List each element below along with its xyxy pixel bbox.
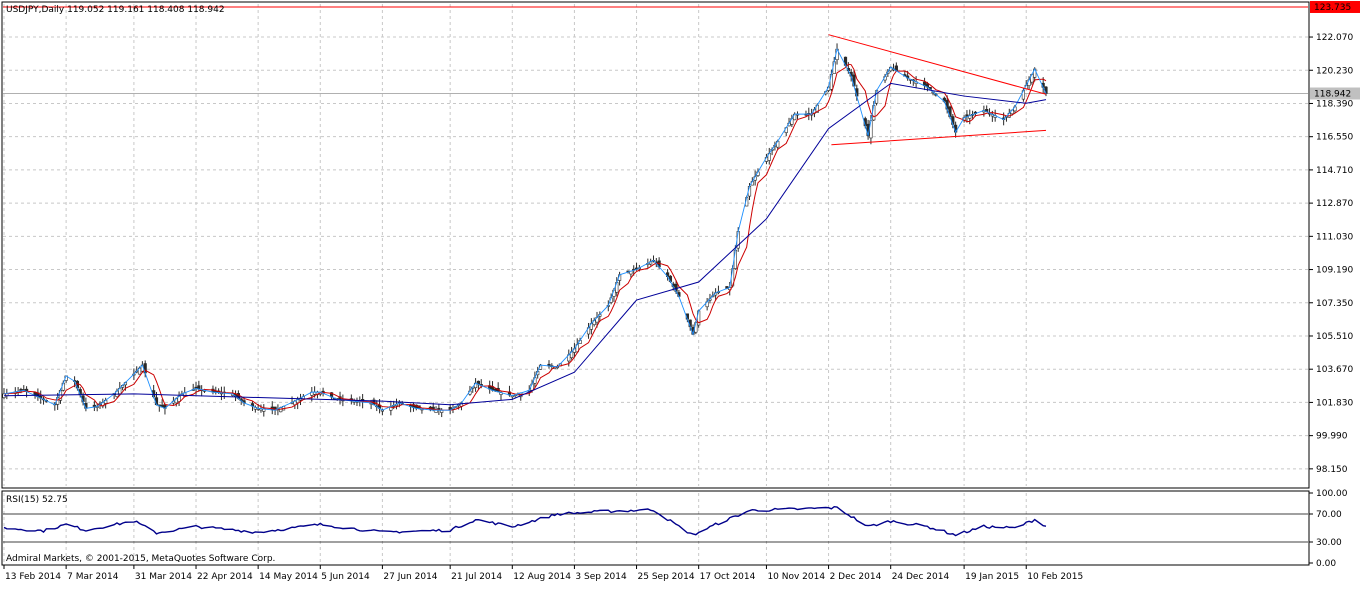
current-price-label-bg (1310, 87, 1360, 100)
zigzag-line (3, 47, 1047, 411)
x-tick-label: 24 Dec 2014 (892, 572, 950, 582)
rsi-y-tick-label: 100.00 (1316, 489, 1348, 499)
rsi-y-tick-label: 30.00 (1316, 538, 1342, 548)
y-tick-label: 99.990 (1316, 432, 1348, 442)
symbol-info: USDJPY,Daily 119.052 119.161 118.408 118… (6, 5, 225, 15)
rsi-y-tick-label: 0.00 (1316, 559, 1336, 569)
x-tick-label: 31 Mar 2014 (135, 572, 192, 582)
current-price-label: 118.942 (1314, 90, 1351, 100)
x-tick-label: 22 Apr 2014 (197, 572, 253, 582)
price-panel-frame (1, 1, 1310, 489)
rsi-label: RSI(15) 52.75 (6, 495, 68, 505)
x-tick-label: 21 Jul 2014 (451, 572, 502, 582)
rsi-y-tick-label: 70.00 (1316, 510, 1342, 520)
x-tick-label: 5 Jun 2014 (321, 572, 370, 582)
y-tick-label: 112.870 (1316, 199, 1353, 209)
y-tick-label: 98.150 (1316, 465, 1348, 475)
x-tick-label: 13 Feb 2014 (5, 572, 61, 582)
x-tick-label: 17 Oct 2014 (700, 572, 756, 582)
y-tick-label: 107.350 (1316, 299, 1353, 309)
triangle-lower-trendline (831, 129, 1047, 146)
x-axis: 13 Feb 2014 7 Mar 2014 31 Mar 2014 22 Apr 2… (3, 565, 1083, 582)
y-tick-label: 103.670 (1316, 365, 1353, 375)
y-tick-label: 111.030 (1316, 232, 1353, 242)
x-tick-label: 27 Jun 2014 (383, 572, 437, 582)
y-tick-label: 116.550 (1316, 133, 1353, 143)
price-plot (2, 6, 1308, 418)
y-tick-label: 109.190 (1316, 266, 1353, 276)
triangle-upper-trendline (828, 34, 1047, 95)
x-tick-label: 14 May 2014 (259, 572, 318, 582)
x-tick-label: 7 Mar 2014 (67, 572, 119, 582)
rsi-y-axis: 100.00 70.00 30.00 0.00 (1309, 489, 1348, 569)
resistance-label-bg (1310, 0, 1360, 13)
copyright-text: Admiral Markets, © 2001-2015, MetaQuotes… (6, 554, 275, 564)
y-tick-label: 105.510 (1316, 332, 1353, 342)
y-tick-label: 120.230 (1316, 66, 1353, 76)
x-tick-label: 2 Dec 2014 (830, 572, 882, 582)
slow-ma-line (3, 82, 1047, 406)
x-tick-label: 10 Feb 2015 (1027, 572, 1083, 582)
x-tick-label: 10 Nov 2014 (767, 572, 825, 582)
rsi-line (3, 505, 1047, 537)
x-tick-label: 19 Jan 2015 (965, 572, 1019, 582)
x-tick-label: 25 Sep 2014 (638, 572, 695, 582)
rsi-plot (3, 505, 1308, 543)
y-tick-label: 101.830 (1316, 398, 1353, 408)
y-tick-label: 118.390 (1316, 99, 1353, 109)
resistance-label: 123.735 (1314, 3, 1351, 13)
price-y-axis: 122.070 120.230 118.390 116.550 114.710 112.8… (1309, 0, 1360, 475)
y-tick-label: 122.070 (1316, 33, 1353, 43)
x-tick-label: 12 Aug 2014 (513, 572, 571, 582)
x-tick-label: 3 Sep 2014 (575, 572, 627, 582)
y-tick-label: 114.710 (1316, 166, 1353, 176)
